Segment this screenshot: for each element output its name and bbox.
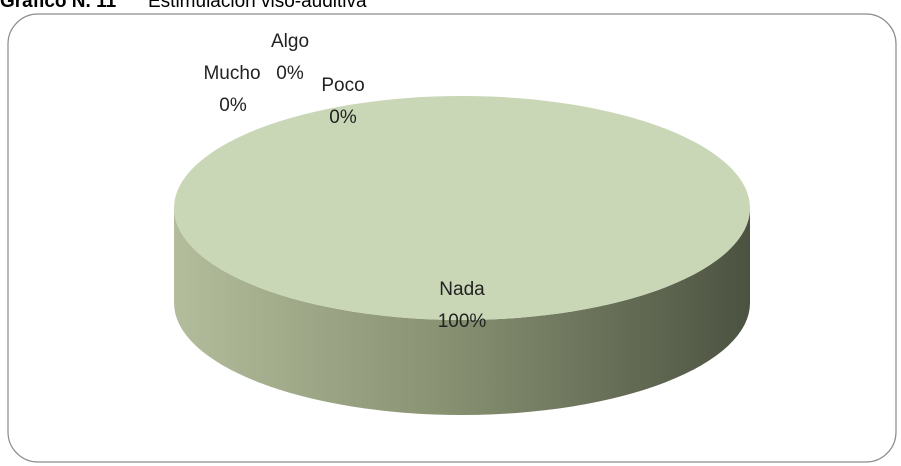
chart-title: Estimulación viso-auditiva: [148, 0, 367, 12]
slice-label: Algo: [271, 31, 309, 52]
slice-label: Nada: [439, 279, 485, 300]
slice-label: Poco: [321, 75, 364, 96]
pie-side: [174, 208, 750, 415]
slice-value-label: 0%: [329, 107, 357, 128]
slice-label: Mucho: [203, 63, 260, 84]
slice-value-label: 0%: [219, 95, 247, 116]
slice-value-label: 0%: [276, 63, 304, 84]
figure-label: Gráfico N. 11: [0, 0, 117, 12]
slice-value-label: 100%: [438, 311, 487, 332]
pie: Nada 100% Poco 0% Algo 0% Mucho 0%: [174, 31, 750, 415]
pie-slice: [174, 96, 750, 320]
